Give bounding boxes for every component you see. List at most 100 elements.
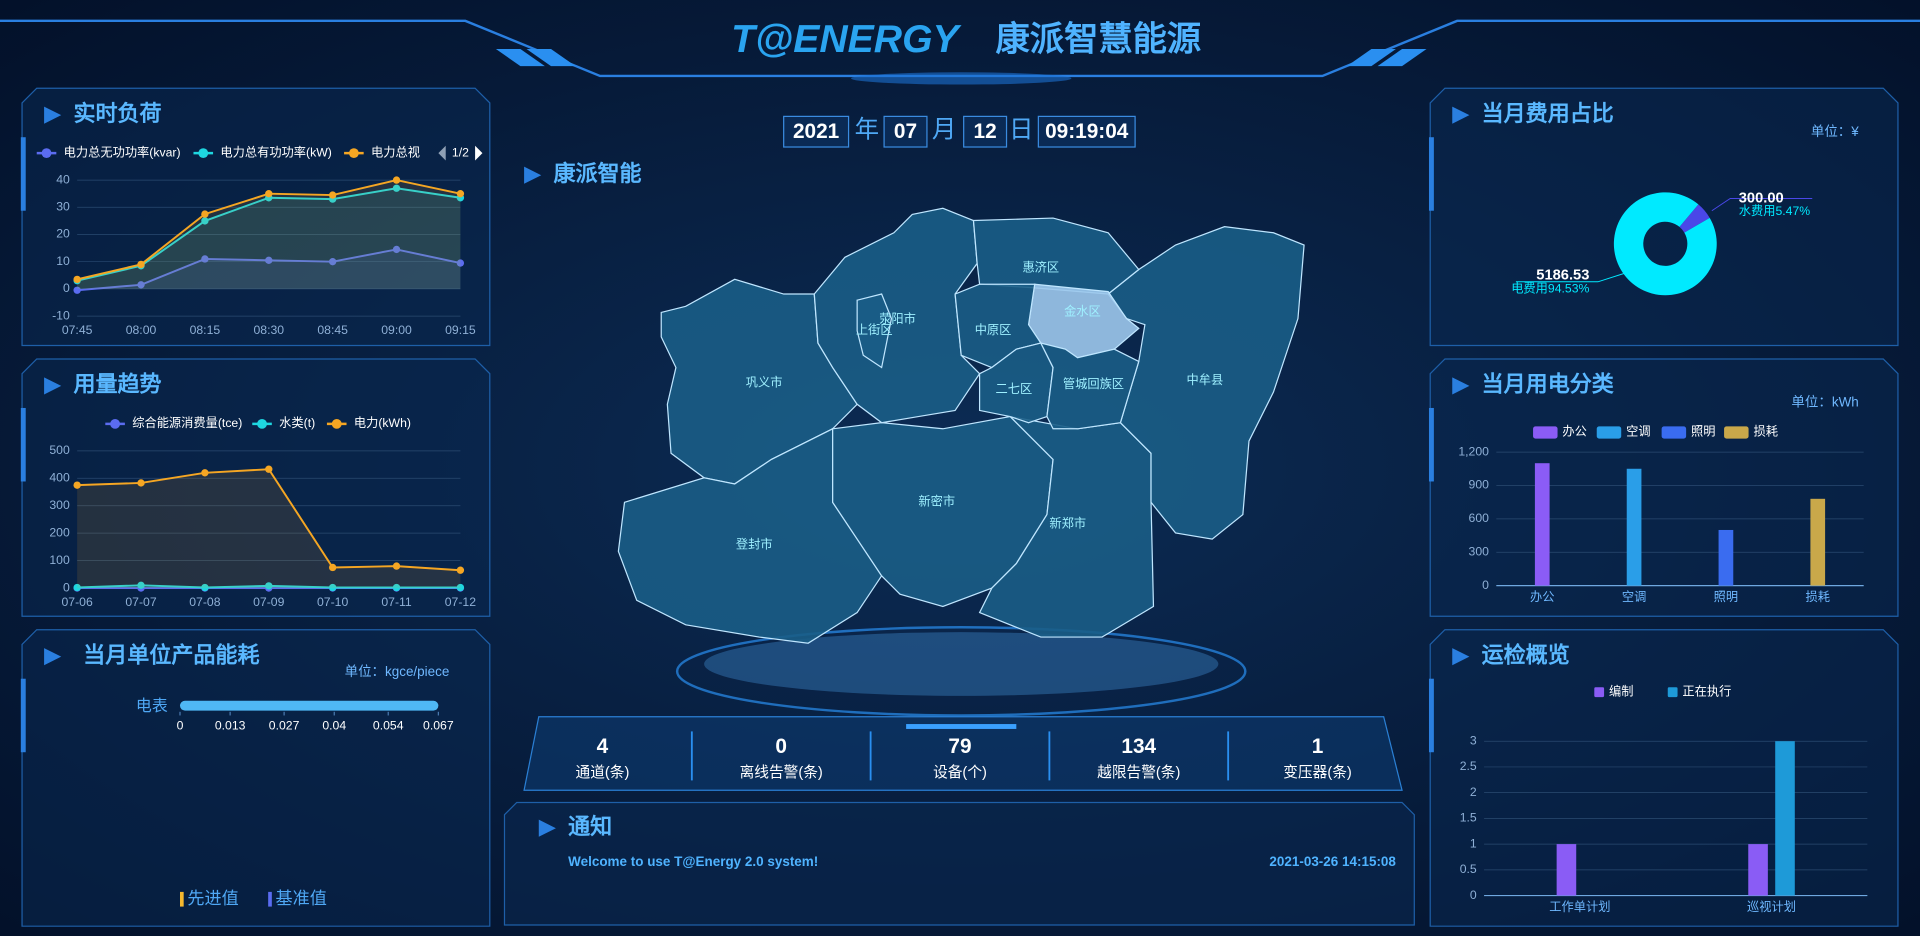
point <box>265 190 273 198</box>
point <box>328 191 337 199</box>
x-tick-label: 07-07 <box>125 595 156 609</box>
stats: 4 通道(条) 0 离线告警(条) 79 设备(个) 134 越限告警(条) 1 变压器(条) <box>576 731 1352 781</box>
point <box>392 245 401 254</box>
legend-label: 电力(kWh) <box>354 416 411 430</box>
stat-value: 0 <box>775 735 787 758</box>
bar <box>1810 498 1826 586</box>
panel-title: 用量趋势 <box>73 372 161 397</box>
point <box>201 210 209 218</box>
legend-marker <box>1661 426 1687 439</box>
point <box>392 583 401 592</box>
panel-accent <box>20 678 26 753</box>
notice-message: Welcome to use T@Energy 2.0 system! <box>568 854 818 869</box>
title-icon <box>1452 648 1470 666</box>
x-tick-label: 08:45 <box>317 323 348 337</box>
x-tick-label: 07-10 <box>317 595 348 609</box>
stat-label: 变压器(条) <box>1283 764 1352 781</box>
point <box>456 566 465 574</box>
region-label: 中原区 <box>975 322 1012 337</box>
title-icon <box>44 648 62 666</box>
map-region <box>856 293 893 369</box>
y-tick-label: 300 <box>1469 544 1490 558</box>
date-unit: 日 <box>1009 117 1033 144</box>
title-icon <box>538 819 556 837</box>
region-label: 巩义市 <box>746 375 783 390</box>
region-label: 管城回族区 <box>1063 376 1124 391</box>
date-unit: 月 <box>932 117 956 144</box>
point <box>201 255 209 263</box>
percent-label: 电费用94.53% <box>1511 281 1589 295</box>
legend-marker <box>198 148 209 159</box>
panel-title: 当月费用占比 <box>1482 101 1614 126</box>
legend-label: 空调 <box>1626 425 1650 439</box>
panel-accent <box>1428 678 1434 753</box>
region-label: 中牟县 <box>1187 372 1224 387</box>
notice-time: 2021-03-26 14:15:08 <box>1269 854 1396 869</box>
region-label: 上街区 <box>856 323 893 337</box>
legend-marker <box>110 418 120 429</box>
stat-value: 79 <box>948 735 971 758</box>
region-label: 惠济区 <box>1022 260 1059 275</box>
point <box>328 563 337 572</box>
point <box>73 481 81 489</box>
legend-label: 照明 <box>1691 425 1715 439</box>
x-tick-label: 09:15 <box>445 323 476 337</box>
panel <box>1429 629 1899 927</box>
x-tick-label: 08:00 <box>126 323 157 337</box>
x-tick-label: 0.04 <box>322 719 346 733</box>
legend-marker <box>268 891 272 907</box>
y-tick-label: 200 <box>49 525 70 539</box>
y-tick-label: 1 <box>1470 836 1477 850</box>
bar <box>180 700 439 711</box>
legend-marker <box>331 418 342 429</box>
point <box>456 583 465 592</box>
panel-title: 当月单位产品能耗 <box>83 642 259 667</box>
date-time: 09:19:04 <box>1045 120 1129 143</box>
y-tick-label: 2 <box>1470 785 1477 799</box>
title-icon <box>44 106 62 124</box>
legend-label: 水类(t) <box>279 416 315 430</box>
point <box>137 479 145 487</box>
point <box>456 259 465 267</box>
y-tick-label: -10 <box>52 308 70 322</box>
legend-marker <box>1533 426 1558 439</box>
x-tick-label: 损耗 <box>1806 590 1830 604</box>
y-tick-label: 100 <box>49 553 70 567</box>
stat-label: 通道(条) <box>576 764 630 781</box>
panel-accent <box>20 407 26 482</box>
stat-value: 4 <box>597 735 609 758</box>
title-icon <box>1452 106 1470 124</box>
header-glow <box>851 72 1072 85</box>
area <box>77 188 461 289</box>
y-tick-label: 10 <box>56 254 70 268</box>
x-tick-label: 0.054 <box>373 719 404 733</box>
y-tick-label: 300 <box>49 498 70 512</box>
legend-page: 1/2 <box>452 145 469 159</box>
stats-bar <box>523 716 1403 791</box>
legend-next[interactable] <box>475 145 483 161</box>
bar <box>1556 844 1577 896</box>
legend-label: 基准值 <box>276 888 327 908</box>
x-tick-label: 0.013 <box>215 719 246 733</box>
point <box>73 275 81 284</box>
point <box>201 469 209 477</box>
stat-label: 设备(个) <box>933 764 987 781</box>
legend-label: 办公 <box>1562 424 1586 439</box>
y-tick-label: 400 <box>49 471 70 485</box>
point <box>328 583 337 592</box>
point <box>265 256 273 265</box>
title-icon <box>44 377 62 395</box>
x-tick-label: 07-08 <box>189 595 220 609</box>
point <box>73 286 81 294</box>
y-tick-label: 0 <box>1470 888 1477 902</box>
legend-label: 电力总视 <box>371 144 420 159</box>
y-tick-label: 600 <box>1469 511 1490 525</box>
x-tick-label: 07-06 <box>61 595 92 609</box>
title-icon <box>1452 377 1470 395</box>
panel-accent <box>20 137 26 211</box>
legend-label: 综合能源消费量(tce) <box>132 415 242 430</box>
point <box>73 583 81 592</box>
unit: 单位：¥ <box>1811 124 1859 139</box>
legend-marker <box>257 418 267 429</box>
x-tick-label: 巡视计划 <box>1747 899 1796 914</box>
